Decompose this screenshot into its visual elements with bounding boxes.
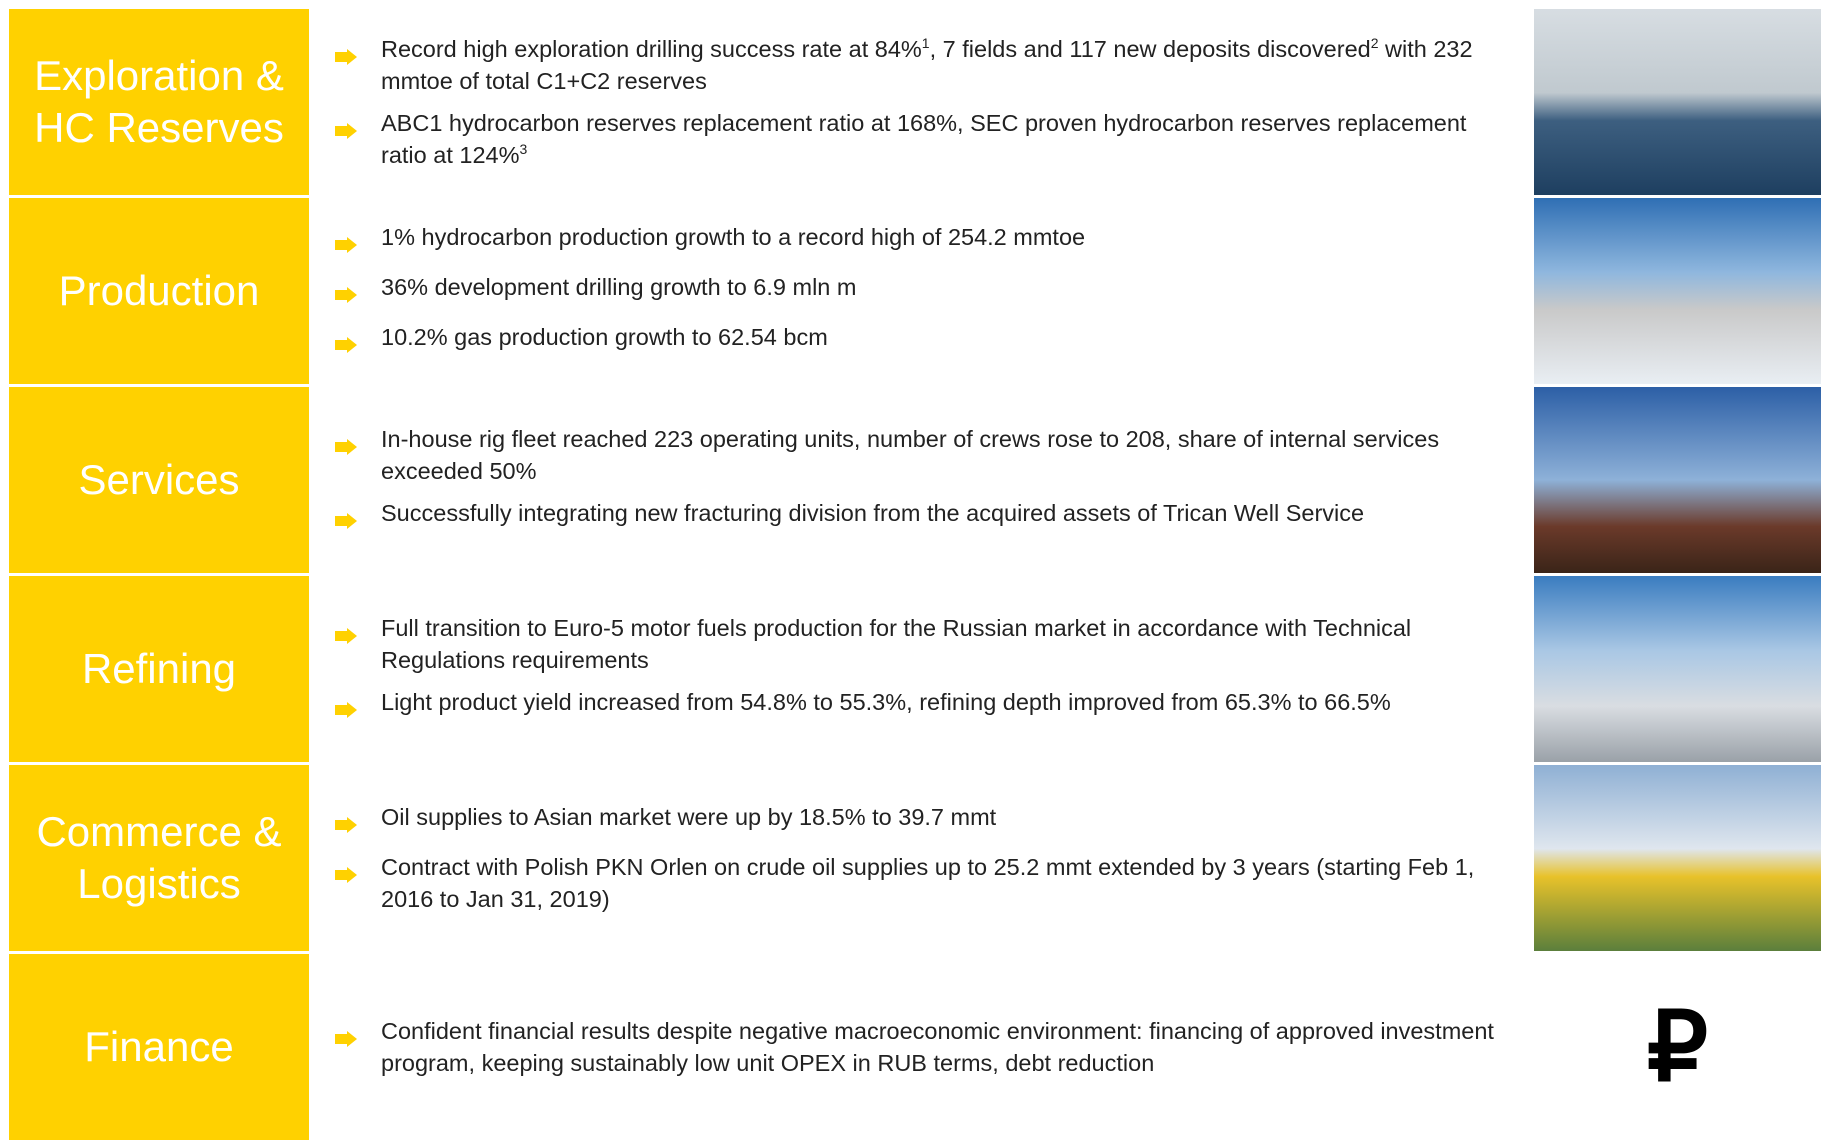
arrow-icon xyxy=(335,49,357,65)
photo xyxy=(1534,576,1821,762)
bullet: Full transition to Euro-5 motor fuels pr… xyxy=(335,612,1514,676)
bullet-arrow xyxy=(335,271,381,311)
text: Record high exploration drilling success… xyxy=(381,36,922,62)
bullet-arrow xyxy=(335,851,381,915)
section-title: Exploration & HC Reserves xyxy=(9,9,309,195)
bullet-arrow xyxy=(335,1015,381,1079)
bullet-text: Oil supplies to Asian market were up by … xyxy=(381,801,996,841)
arrow-icon xyxy=(335,123,357,139)
bullet-arrow xyxy=(335,612,381,676)
arrow-icon xyxy=(335,1031,357,1047)
section-row: Commerce & Logistics Oil supplies to Asia… xyxy=(9,765,1821,951)
bullet-arrow xyxy=(335,321,381,361)
section-bullets: Record high exploration drilling success… xyxy=(309,9,1534,195)
bullet-arrow xyxy=(335,686,381,726)
text: Oil supplies to Asian market were up by … xyxy=(381,804,996,830)
arrow-icon xyxy=(335,337,357,353)
footnote-ref: 2 xyxy=(1371,35,1379,51)
section-row: Production 1% hydrocarbon production grow… xyxy=(9,198,1821,384)
section-title: Production xyxy=(9,198,309,384)
bullet-text: In-house rig fleet reached 223 operating… xyxy=(381,423,1514,487)
arrow-icon xyxy=(335,702,357,718)
photo xyxy=(1534,198,1821,384)
bullet-text: 36% development drilling growth to 6.9 m… xyxy=(381,271,856,311)
bullet-arrow xyxy=(335,497,381,537)
bullet-text: Contract with Polish PKN Orlen on crude … xyxy=(381,851,1514,915)
text: In-house rig fleet reached 223 operating… xyxy=(381,426,1439,484)
bullet-text: Full transition to Euro-5 motor fuels pr… xyxy=(381,612,1514,676)
text: ABC1 hydrocarbon reserves replacement ra… xyxy=(381,110,1466,168)
bullet: ABC1 hydrocarbon reserves replacement ra… xyxy=(335,107,1514,171)
photo xyxy=(1534,765,1821,951)
section-title: Services xyxy=(9,387,309,573)
bullet-text: Record high exploration drilling success… xyxy=(381,33,1514,97)
bullet-text: 1% hydrocarbon production growth to a re… xyxy=(381,221,1085,261)
section-row: Finance Confident financial results despi… xyxy=(9,954,1821,1140)
text: Confident financial results despite nega… xyxy=(381,1018,1494,1076)
section-bullets: Oil supplies to Asian market were up by … xyxy=(309,765,1534,951)
section-bullets: In-house rig fleet reached 223 operating… xyxy=(309,387,1534,573)
photo xyxy=(1534,9,1821,195)
footnote-ref: 3 xyxy=(519,141,527,157)
arrow-icon xyxy=(335,628,357,644)
bullet-text: ABC1 hydrocarbon reserves replacement ra… xyxy=(381,107,1514,171)
arrow-icon xyxy=(335,287,357,303)
bullet-arrow xyxy=(335,107,381,171)
text: , 7 fields and 117 new deposits discover… xyxy=(930,36,1371,62)
bullet: 1% hydrocarbon production growth to a re… xyxy=(335,221,1514,261)
footnote-ref: 1 xyxy=(922,35,930,51)
section-row: Exploration & HC Reserves Record high exp… xyxy=(9,9,1821,195)
bullet: 10.2% gas production growth to 62.54 bcm xyxy=(335,321,1514,361)
arrow-icon xyxy=(335,439,357,455)
bullet-text: 10.2% gas production growth to 62.54 bcm xyxy=(381,321,828,361)
bullet: Contract with Polish PKN Orlen on crude … xyxy=(335,851,1514,915)
text: Full transition to Euro-5 motor fuels pr… xyxy=(381,615,1411,673)
photo xyxy=(1534,387,1821,573)
section-bullets: Confident financial results despite nega… xyxy=(309,954,1534,1140)
section-title: Commerce & Logistics xyxy=(9,765,309,951)
bullet-arrow xyxy=(335,221,381,261)
page: Exploration & HC Reserves Record high exp… xyxy=(0,0,1821,1141)
section-row: Services In-house rig fleet reached 223 o… xyxy=(9,387,1821,573)
arrow-icon xyxy=(335,237,357,253)
sections: Exploration & HC Reserves Record high exp… xyxy=(9,9,1821,1143)
text: 10.2% gas production growth to 62.54 bcm xyxy=(381,324,828,350)
bullet: 36% development drilling growth to 6.9 m… xyxy=(335,271,1514,311)
bullet: Successfully integrating new fracturing … xyxy=(335,497,1514,537)
bullet-arrow xyxy=(335,801,381,841)
bullet-text: Light product yield increased from 54.8%… xyxy=(381,686,1391,726)
arrow-icon xyxy=(335,867,357,883)
text: 1% hydrocarbon production growth to a re… xyxy=(381,224,1085,250)
text: Light product yield increased from 54.8%… xyxy=(381,689,1391,715)
bullet: Oil supplies to Asian market were up by … xyxy=(335,801,1514,841)
section-row: Refining Full transition to Euro-5 motor … xyxy=(9,576,1821,762)
bullet-arrow xyxy=(335,33,381,97)
section-bullets: Full transition to Euro-5 motor fuels pr… xyxy=(309,576,1534,762)
bullet: Light product yield increased from 54.8%… xyxy=(335,686,1514,726)
bullet-text: Successfully integrating new fracturing … xyxy=(381,497,1364,537)
ruble-icon: ₽ xyxy=(1534,954,1821,1140)
bullet: Record high exploration drilling success… xyxy=(335,33,1514,97)
text: 36% development drilling growth to 6.9 m… xyxy=(381,274,856,300)
text: Successfully integrating new fracturing … xyxy=(381,500,1364,526)
section-title: Refining xyxy=(9,576,309,762)
bullet-arrow xyxy=(335,423,381,487)
arrow-icon xyxy=(335,513,357,529)
section-title: Finance xyxy=(9,954,309,1140)
arrow-icon xyxy=(335,817,357,833)
section-bullets: 1% hydrocarbon production growth to a re… xyxy=(309,198,1534,384)
bullet: In-house rig fleet reached 223 operating… xyxy=(335,423,1514,487)
bullet: Confident financial results despite nega… xyxy=(335,1015,1514,1079)
bullet-text: Confident financial results despite nega… xyxy=(381,1015,1514,1079)
text: Contract with Polish PKN Orlen on crude … xyxy=(381,854,1474,912)
